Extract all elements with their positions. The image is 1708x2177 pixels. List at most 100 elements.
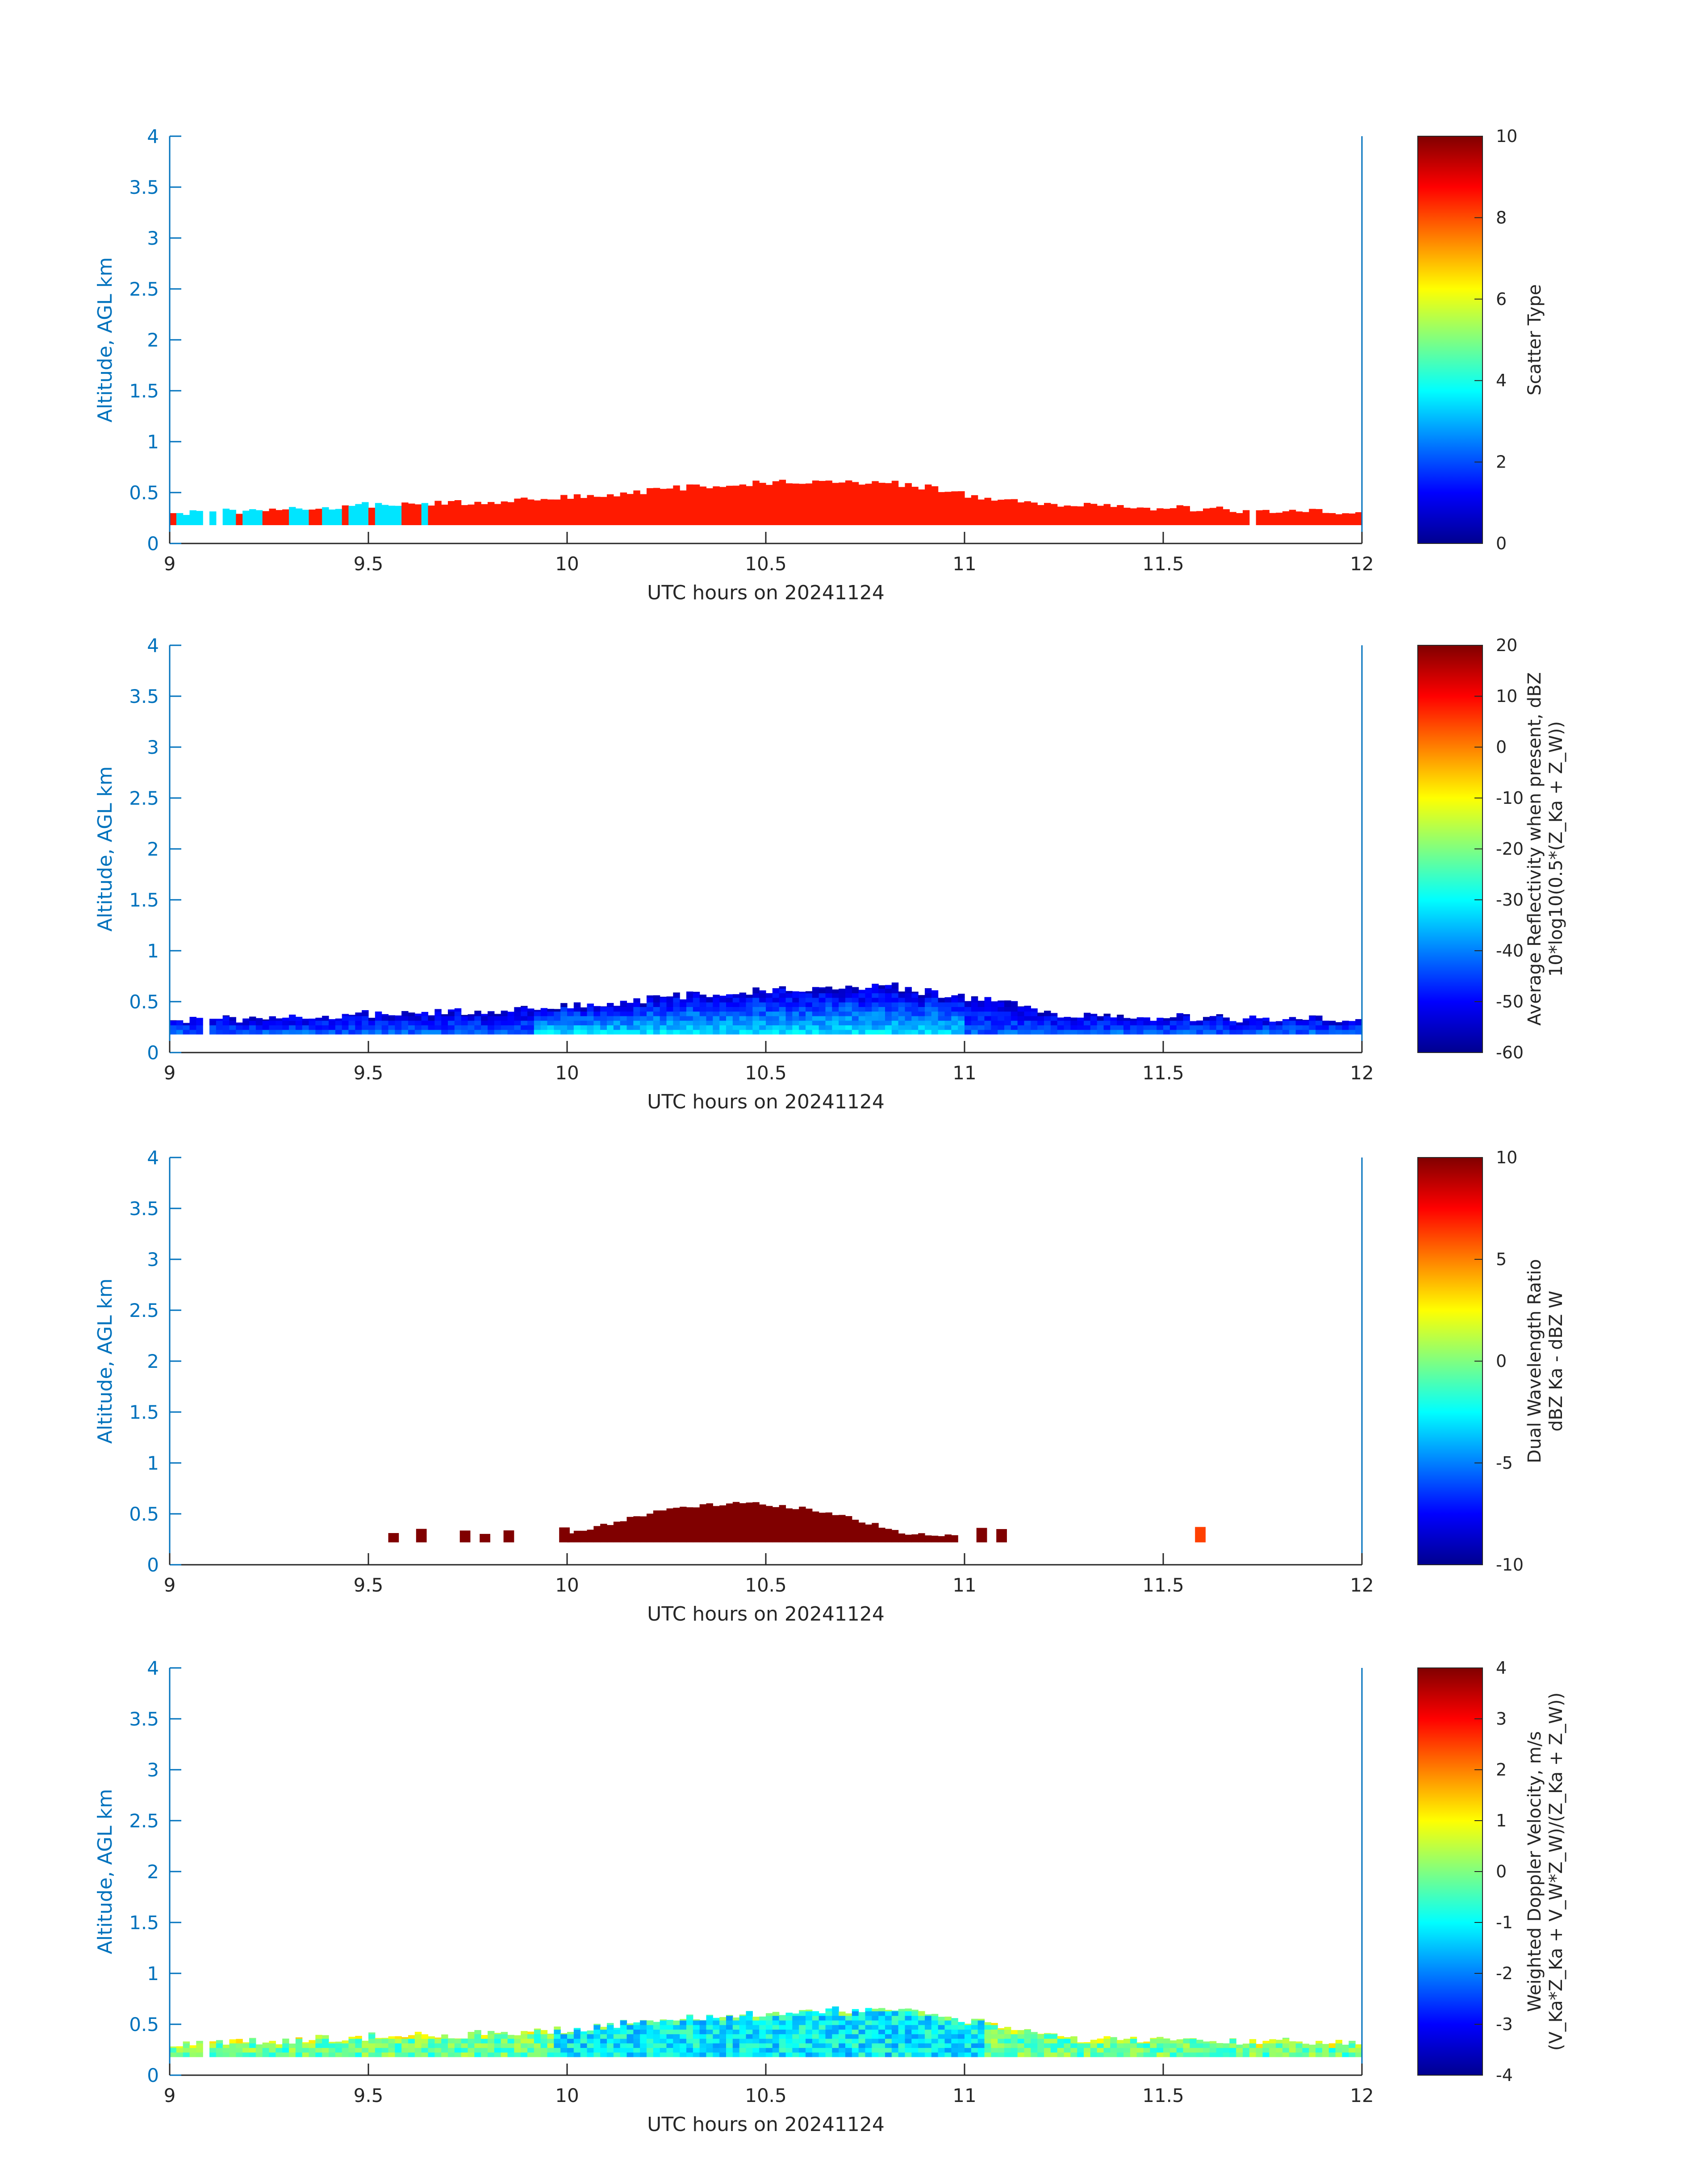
heatmap-cell: [891, 1025, 899, 1030]
heatmap-cell: [401, 2047, 409, 2053]
heatmap-cell: [819, 1025, 826, 1030]
heatmap-cell: [388, 1020, 395, 1026]
heatmap-cell: [812, 987, 819, 989]
heatmap-cell: [348, 2052, 355, 2057]
heatmap-cell: [905, 2015, 912, 2021]
heatmap-cell: [295, 2052, 303, 2057]
heatmap-cell: [527, 2034, 535, 2039]
heatmap-cell: [1031, 1008, 1038, 1012]
heatmap-cell: [799, 2034, 806, 2039]
heatmap-cell: [885, 1020, 892, 1026]
heatmap-cell: [222, 1025, 230, 1030]
heatmap-cell: [600, 1007, 607, 1012]
heatmap-cell: [911, 2025, 919, 2030]
heatmap-cell: [302, 1020, 309, 1026]
colorbar-label: Scatter Type: [1524, 284, 1545, 396]
heatmap-cell: [891, 1015, 899, 1021]
heatmap-cell: [189, 2045, 196, 2048]
heatmap-cell: [501, 1011, 508, 1016]
heatmap-cell: [368, 2043, 376, 2048]
heatmap-cell: [699, 2025, 707, 2030]
heatmap-cell: [521, 1020, 528, 1026]
heatmap-cell: [1084, 503, 1091, 525]
heatmap-cell: [898, 1011, 906, 1016]
heatmap-cell: [534, 1025, 541, 1030]
heatmap-cell: [454, 2038, 462, 2043]
heatmap-cell: [832, 2034, 839, 2039]
heatmap-cell: [1269, 513, 1276, 525]
heatmap-cell: [554, 1011, 561, 1016]
heatmap-cell: [885, 2010, 892, 2011]
heatmap-cell: [1070, 2052, 1077, 2057]
heatmap-cell: [1050, 1020, 1058, 1026]
heatmap-cell: [772, 2052, 780, 2057]
heatmap-cell: [885, 1015, 892, 1021]
heatmap-cell: [858, 997, 866, 1003]
heatmap-cell: [759, 1025, 766, 1030]
heatmap-cell: [680, 1007, 687, 1012]
heatmap-cell: [335, 2052, 342, 2057]
heatmap-cell: [660, 996, 667, 998]
heatmap-cell: [799, 2043, 806, 2048]
heatmap-cell: [653, 2038, 660, 2043]
heatmap-cell: [971, 1025, 978, 1030]
heatmap-cell: [673, 1025, 680, 1030]
heatmap-cell: [647, 2052, 654, 2057]
heatmap-cell: [388, 2038, 395, 2043]
heatmap-cell: [262, 511, 270, 525]
heatmap-cell: [613, 1025, 621, 1030]
heatmap-cell: [779, 1505, 786, 1542]
heatmap-cell: [395, 1015, 402, 1016]
heatmap-cell: [620, 2038, 627, 2043]
heatmap-cell: [441, 1025, 448, 1030]
heatmap-cell: [918, 2025, 925, 2030]
heatmap-cell: [1143, 2047, 1150, 2053]
heatmap-cell: [540, 1008, 548, 1012]
heatmap-cell: [653, 1510, 660, 1542]
heatmap-cell: [991, 2034, 998, 2039]
colorbar-label: Average Reflectivity when present, dBZ: [1524, 672, 1545, 1025]
heatmap-cell: [1157, 2043, 1164, 2048]
heatmap-cell: [693, 2029, 700, 2035]
heatmap-cell: [600, 2029, 607, 2035]
heatmap-cell: [647, 2020, 654, 2025]
heatmap-cell: [1090, 2043, 1098, 2048]
heatmap-cell: [1157, 1018, 1164, 1021]
heatmap-cell: [938, 1536, 945, 1542]
heatmap-cell: [633, 1007, 640, 1012]
heatmap-cell: [1203, 1025, 1210, 1030]
heatmap-cell: [891, 2034, 899, 2039]
heatmap-cell: [1183, 1025, 1190, 1030]
heatmap-cell: [779, 480, 786, 525]
heatmap-cell: [1328, 1029, 1336, 1035]
heatmap-cell: [825, 2015, 832, 2021]
heatmap-cell: [713, 2029, 720, 2035]
heatmap-cell: [620, 1025, 627, 1030]
colorbar-tick-label: 5: [1496, 1249, 1507, 1269]
heatmap-cell: [1103, 1025, 1111, 1030]
heatmap-cell: [1037, 1029, 1044, 1035]
heatmap-cell: [560, 1011, 568, 1016]
heatmap-cell: [481, 1020, 488, 1026]
heatmap-cell: [421, 2043, 429, 2048]
heatmap-cell: [792, 1011, 799, 1016]
heatmap-cell: [785, 1020, 793, 1026]
heatmap-cell: [898, 2047, 906, 2053]
heatmap-cell: [587, 1007, 594, 1012]
heatmap-cell: [567, 2038, 574, 2043]
heatmap-cell: [1342, 1029, 1349, 1035]
heatmap-cell: [891, 2020, 899, 2025]
heatmap-cell: [1269, 2052, 1276, 2057]
heatmap-cell: [666, 2034, 673, 2039]
heatmap-cell: [1196, 2039, 1203, 2043]
heatmap-cell: [653, 1002, 660, 1007]
heatmap-cell: [673, 1011, 680, 1016]
heatmap-cell: [845, 1029, 852, 1035]
heatmap-cell: [792, 1509, 799, 1542]
heatmap-cell: [242, 2042, 250, 2043]
heatmap-cell: [925, 2014, 932, 2016]
heatmap-cell: [1302, 1025, 1309, 1030]
heatmap-cell: [381, 1015, 389, 1021]
heatmap-cell: [931, 486, 939, 525]
